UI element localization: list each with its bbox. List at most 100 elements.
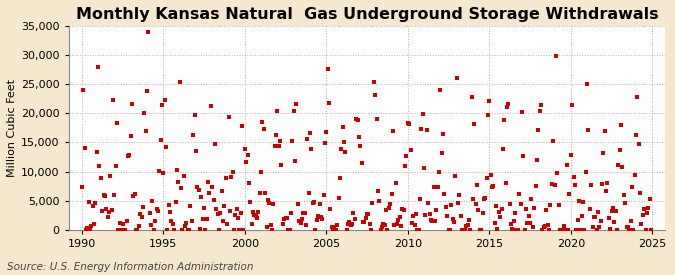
Point [150, 219, 161, 223]
Point [364, 222, 375, 226]
Point [339, 140, 350, 145]
Point [466, 95, 477, 99]
Point [514, 192, 524, 196]
Point [639, 207, 649, 211]
Point [398, 208, 409, 213]
Point [461, 224, 472, 229]
Point [277, 222, 288, 226]
Point [526, 197, 537, 202]
Point [190, 149, 201, 153]
Point [483, 112, 493, 117]
Point [267, 228, 277, 232]
Point [177, 228, 188, 232]
Point [119, 228, 130, 232]
Point [132, 228, 143, 232]
Point [396, 224, 406, 228]
Point [429, 219, 440, 223]
Point [564, 192, 575, 196]
Point [188, 133, 198, 137]
Point [554, 203, 564, 207]
Point [84, 228, 95, 232]
Point [181, 220, 192, 225]
Point [576, 214, 587, 218]
Point [126, 134, 136, 139]
Point [128, 194, 139, 198]
Point [456, 214, 466, 218]
Point [500, 181, 511, 186]
Point [453, 200, 464, 205]
Point [311, 218, 322, 222]
Point [308, 200, 319, 205]
Point [643, 206, 653, 211]
Point [597, 182, 608, 186]
Point [78, 88, 88, 92]
Point [510, 211, 520, 215]
Point [574, 199, 585, 203]
Point [180, 224, 190, 228]
Point [437, 132, 448, 136]
Point [558, 228, 568, 232]
Point [249, 213, 260, 218]
Point [283, 228, 294, 232]
Y-axis label: Million Cubic Feet: Million Cubic Feet [7, 79, 17, 177]
Point [246, 222, 257, 226]
Point [101, 207, 111, 211]
Point [583, 128, 594, 133]
Point [475, 228, 485, 232]
Point [543, 228, 554, 232]
Point [542, 223, 553, 227]
Point [209, 142, 220, 147]
Point [590, 214, 601, 219]
Point [315, 215, 326, 220]
Point [116, 228, 127, 232]
Point [417, 112, 428, 116]
Point [192, 185, 202, 189]
Point [485, 173, 496, 177]
Point [609, 220, 620, 224]
Point [287, 139, 298, 144]
Point [184, 228, 194, 232]
Point [204, 191, 215, 195]
Point [169, 228, 180, 232]
Point [423, 200, 433, 205]
Point [385, 202, 396, 207]
Point [198, 205, 209, 210]
Point [127, 102, 138, 107]
Point [272, 108, 283, 113]
Point [383, 206, 394, 211]
Point [225, 209, 236, 214]
Point [589, 215, 599, 219]
Point [326, 225, 337, 230]
Point [420, 213, 431, 218]
Point [409, 222, 420, 227]
Point [519, 228, 530, 232]
Point [154, 169, 165, 173]
Point [107, 98, 118, 103]
Point [390, 181, 401, 185]
Point [212, 211, 223, 216]
Point [333, 196, 344, 201]
Point [598, 150, 609, 155]
Point [378, 222, 389, 226]
Point [616, 123, 626, 127]
Point [503, 101, 514, 106]
Point [575, 228, 586, 232]
Point [465, 228, 476, 232]
Point [82, 226, 92, 230]
Point [95, 176, 106, 180]
Point [450, 173, 461, 178]
Point [462, 223, 473, 227]
Point [571, 228, 582, 232]
Point [299, 211, 310, 216]
Point [628, 228, 639, 232]
Point [492, 227, 503, 232]
Point [487, 185, 497, 189]
Point [401, 154, 412, 159]
Point [414, 197, 425, 201]
Point [533, 128, 543, 132]
Point [480, 196, 491, 200]
Point [227, 169, 238, 174]
Point [473, 208, 484, 212]
Point [355, 144, 366, 148]
Point [111, 164, 122, 169]
